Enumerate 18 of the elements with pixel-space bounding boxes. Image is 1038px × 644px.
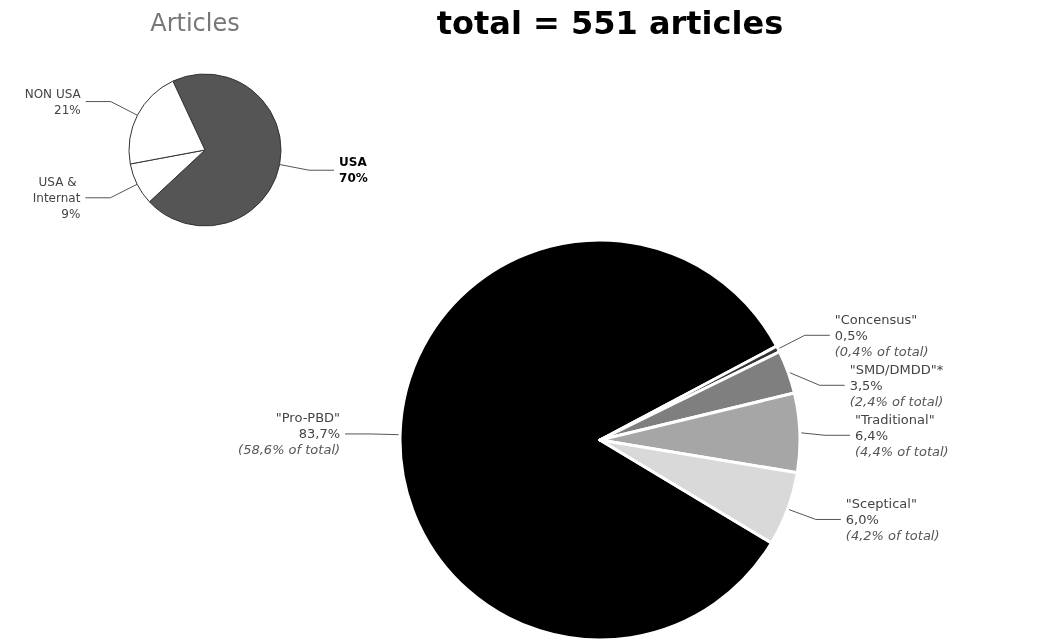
- slice-label: USA: [339, 155, 368, 170]
- slice-label: "Sceptical": [845, 495, 917, 511]
- slice-label: "Pro-PBD": [275, 410, 341, 426]
- chart-title: Articles: [150, 9, 240, 37]
- data-label: 6,0% (4,2% of total): [845, 511, 940, 543]
- data-label: 3,5% (2,4% of total): [849, 377, 944, 409]
- slice-label: "Concensus": [834, 311, 918, 327]
- slice-label: "Traditional": [854, 411, 935, 427]
- data-label: 0,5% (0,4% of total): [834, 327, 929, 359]
- slice-label: NON USA: [24, 86, 82, 101]
- data-label: 21%: [54, 102, 81, 117]
- slice-label: USA & Internat: [32, 174, 81, 205]
- data-label: 70%: [339, 171, 368, 186]
- data-label: 6,4% (4,4% of total): [854, 427, 949, 459]
- data-label: 83,7% (58,6% of total): [238, 426, 341, 458]
- slice-label: "SMD/DMDD"*: [849, 361, 944, 377]
- chart-title: total = 551 articles: [436, 4, 784, 42]
- data-label: 9%: [61, 206, 81, 221]
